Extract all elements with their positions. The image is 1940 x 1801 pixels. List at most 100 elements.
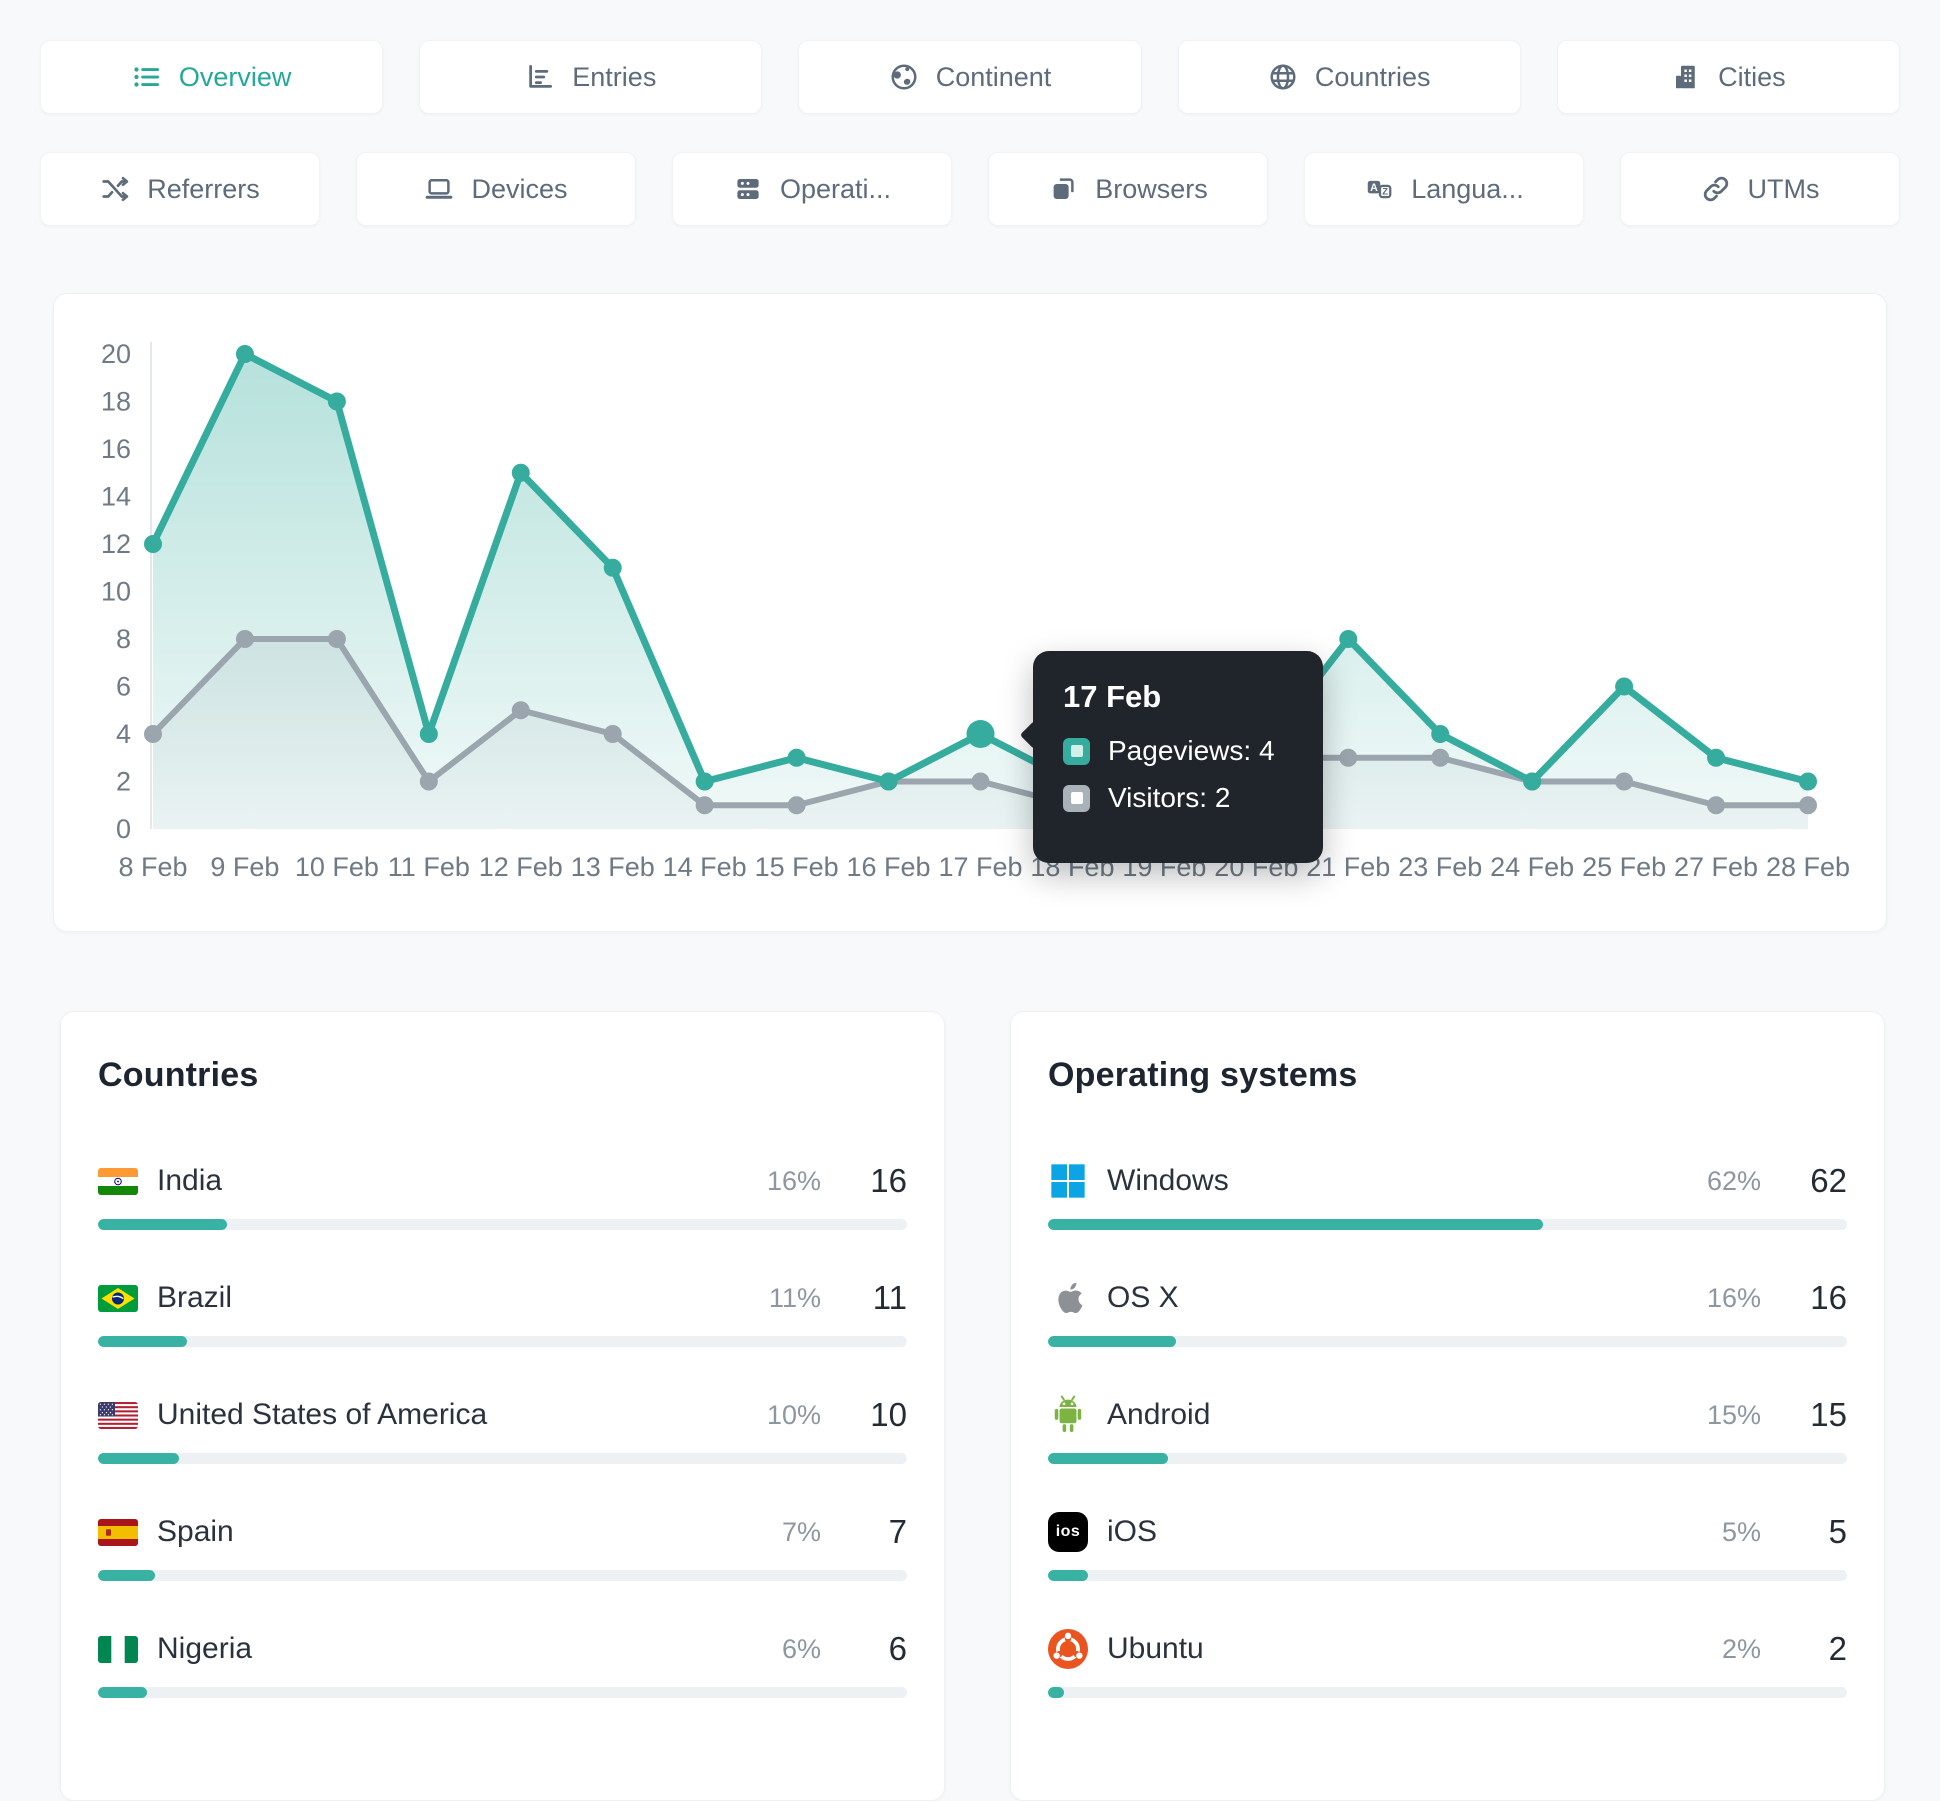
tooltip-visitors-text: Visitors: 2 xyxy=(1108,782,1231,813)
svg-text:Z: Z xyxy=(1382,187,1388,197)
country-percent: 11% xyxy=(768,1282,821,1313)
pageviews-visitors-chart[interactable]: 0 2 4 6 8 10 12 14 16 18 20 8 Feb 9 Feb 10 Feb 11 Feb 1… xyxy=(54,294,1886,931)
os-row-ubuntu[interactable]: Ubuntu 2% 2 xyxy=(1048,1625,1847,1742)
country-percent: 10% xyxy=(766,1399,821,1430)
server-icon xyxy=(737,179,759,199)
tab-countries[interactable]: Countries xyxy=(1177,40,1521,114)
tab-languages[interactable]: A Z Langua... xyxy=(1304,152,1584,226)
progress-fill xyxy=(1048,1687,1064,1698)
country-row-brazil[interactable]: Brazil 11% 11 xyxy=(98,1274,907,1391)
pageviews-point xyxy=(879,772,898,791)
pageviews-point xyxy=(603,558,622,577)
os-row-ios[interactable]: ios iOS 5% 5 xyxy=(1048,1508,1847,1625)
countries-panel: Countries India 16% 16 Brazil 11% 11 xyxy=(60,1011,945,1801)
tab-label: Langua... xyxy=(1411,173,1524,204)
x-tick-label: 12 Feb xyxy=(479,852,563,882)
spain-flag-icon xyxy=(98,1518,138,1546)
progress-track xyxy=(98,1570,907,1581)
country-row-spain[interactable]: Spain 7% 7 xyxy=(98,1508,907,1625)
tab-operating-systems[interactable]: Operati... xyxy=(672,152,952,226)
y-tick-label: 12 xyxy=(101,529,131,559)
os-name: OS X xyxy=(1107,1281,1179,1314)
visitors-point xyxy=(1799,796,1817,815)
tab-referrers[interactable]: Referrers xyxy=(40,152,320,226)
tab-label: Referrers xyxy=(147,173,260,204)
progress-fill xyxy=(1048,1453,1168,1464)
visitors-point xyxy=(327,630,346,648)
country-percent: 6% xyxy=(781,1633,821,1664)
tab-label: Browsers xyxy=(1095,173,1208,204)
usa-flag-icon xyxy=(98,1401,138,1429)
link-icon xyxy=(1703,176,1728,202)
progress-track xyxy=(1048,1453,1847,1464)
progress-track xyxy=(1048,1687,1847,1698)
x-tick-label: 16 Feb xyxy=(847,852,931,882)
pageviews-point xyxy=(1707,748,1726,767)
country-value: 6 xyxy=(888,1630,907,1667)
os-value: 62 xyxy=(1810,1162,1847,1199)
x-tick-label: 13 Feb xyxy=(571,852,655,882)
os-row-windows[interactable]: Windows 62% 62 xyxy=(1048,1157,1847,1274)
visitors-swatch-icon xyxy=(1063,784,1090,812)
tooltip-pageviews-row: Pageviews: 4 xyxy=(1063,735,1293,767)
tab-label: Countries xyxy=(1314,61,1431,92)
bar-chart-icon xyxy=(529,65,553,88)
tab-entries[interactable]: Entries xyxy=(419,40,763,114)
traffic-chart-card: 0 2 4 6 8 10 12 14 16 18 20 8 Feb 9 Feb 10 Feb 11 Feb 1… xyxy=(53,293,1887,932)
progress-fill xyxy=(1048,1570,1088,1581)
visitors-point xyxy=(787,796,806,815)
visitors-point xyxy=(971,772,990,791)
visitors-point xyxy=(1339,748,1358,767)
ubuntu-logo-icon xyxy=(1048,1629,1088,1669)
os-percent: 15% xyxy=(1706,1399,1761,1430)
pageviews-point xyxy=(1799,772,1817,791)
progress-track xyxy=(1048,1336,1847,1347)
os-row-osx[interactable]: OS X 16% 16 xyxy=(1048,1274,1847,1391)
country-name: Brazil xyxy=(157,1281,233,1314)
tab-utms[interactable]: UTMs xyxy=(1620,152,1900,226)
list-icon xyxy=(134,67,159,87)
tab-devices[interactable]: Devices xyxy=(356,152,636,226)
tab-cities[interactable]: Cities xyxy=(1556,40,1901,114)
progress-fill xyxy=(98,1570,155,1581)
tab-overview[interactable]: Overview xyxy=(40,40,384,114)
tooltip-visitors-row: Visitors: 2 xyxy=(1063,782,1293,814)
operating-systems-panel: Operating systems Windows 62% 62 OS X 16… xyxy=(1010,1011,1885,1801)
visitors-point xyxy=(511,701,530,720)
visitors-point xyxy=(695,796,714,815)
x-tick-label: 14 Feb xyxy=(663,852,747,882)
x-tick-label: 24 Feb xyxy=(1490,852,1574,882)
tab-label: UTMs xyxy=(1747,173,1820,204)
os-row-android[interactable]: Android 15% 15 xyxy=(1048,1391,1847,1508)
y-tick-label: 20 xyxy=(101,339,131,369)
tab-label: Devices xyxy=(471,173,568,204)
country-value: 16 xyxy=(870,1162,907,1199)
country-name: Nigeria xyxy=(157,1632,253,1665)
visitors-area xyxy=(153,639,1808,829)
country-percent: 16% xyxy=(766,1165,821,1196)
windows-logo-icon xyxy=(1048,1161,1088,1201)
progress-fill xyxy=(98,1219,228,1230)
laptop-icon xyxy=(426,179,453,199)
tab-label: Cities xyxy=(1718,61,1786,92)
globe-icon xyxy=(1270,64,1296,90)
svg-text:A: A xyxy=(1370,182,1378,194)
x-tick-label: 17 Feb xyxy=(938,852,1022,882)
tab-label: Continent xyxy=(935,61,1052,92)
tab-label: Entries xyxy=(572,61,657,92)
tab-browsers[interactable]: Browsers xyxy=(988,152,1268,226)
chart-tooltip: 17 Feb Pageviews: 4 Visitors: 2 xyxy=(1019,651,1323,863)
os-percent: 5% xyxy=(1721,1516,1761,1547)
country-row-india[interactable]: India 16% 16 xyxy=(98,1157,907,1274)
tooltip-date: 17 Feb xyxy=(1063,679,1162,714)
ios-logo-icon: ios xyxy=(1048,1512,1088,1552)
os-name: iOS xyxy=(1107,1515,1158,1548)
progress-track xyxy=(1048,1570,1847,1581)
visitors-point xyxy=(1615,772,1634,791)
country-row-usa[interactable]: United States of America 10% 10 xyxy=(98,1391,907,1508)
tab-continent[interactable]: Continent xyxy=(798,40,1142,114)
panel-title: Countries xyxy=(98,1056,259,1094)
x-tick-label: 21 Feb xyxy=(1306,852,1390,882)
os-value: 15 xyxy=(1810,1396,1847,1433)
country-row-nigeria[interactable]: Nigeria 6% 6 xyxy=(98,1625,907,1742)
